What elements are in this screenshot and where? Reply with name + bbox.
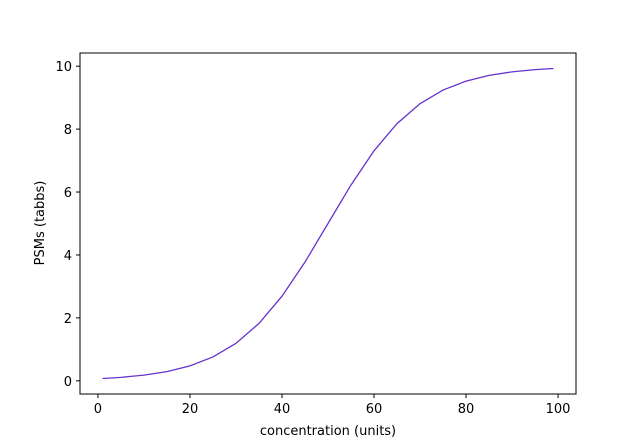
x-tick-label: 80 bbox=[458, 402, 475, 417]
x-tick-label: 60 bbox=[366, 402, 383, 417]
y-tick-label: 4 bbox=[64, 249, 72, 264]
plot-frame bbox=[79, 52, 577, 395]
x-tick-label: 20 bbox=[182, 402, 199, 417]
y-axis-label: PSMs (tabbs) bbox=[33, 181, 48, 266]
x-tick-label: 40 bbox=[274, 402, 291, 417]
x-axis-label: concentration (units) bbox=[260, 424, 396, 439]
y-tick-label: 0 bbox=[64, 375, 72, 390]
y-tick-label: 6 bbox=[64, 186, 72, 201]
x-tick-label: 0 bbox=[94, 402, 102, 417]
x-tick-label: 100 bbox=[546, 402, 571, 417]
y-tick-label: 10 bbox=[55, 60, 72, 75]
line bbox=[102, 67, 554, 380]
y-tick-label: 2 bbox=[64, 312, 72, 327]
y-tick-label: 8 bbox=[64, 123, 72, 138]
